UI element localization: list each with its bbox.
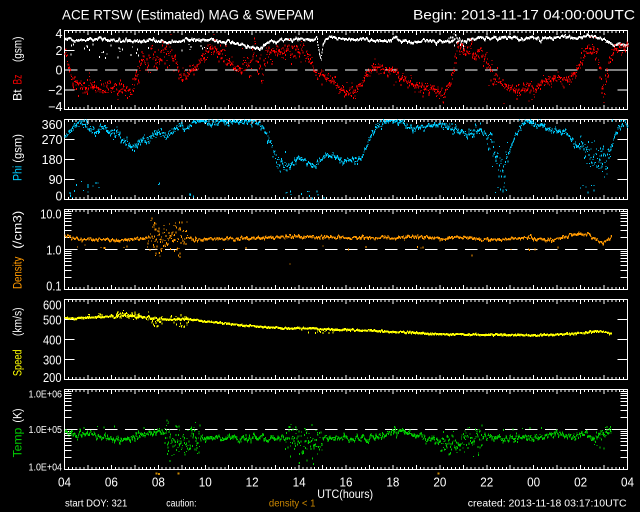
svg-text:18: 18 bbox=[386, 475, 399, 489]
svg-text:04: 04 bbox=[58, 475, 71, 489]
svg-text:1.0: 1.0 bbox=[46, 243, 61, 257]
svg-text:(gsm): (gsm) bbox=[12, 36, 24, 62]
svg-text:Density: Density bbox=[12, 257, 24, 289]
svg-text:400: 400 bbox=[43, 333, 62, 347]
svg-text:4: 4 bbox=[56, 27, 63, 41]
svg-text:Temp: Temp bbox=[12, 428, 24, 458]
svg-text:1.0E+05: 1.0E+05 bbox=[29, 425, 63, 436]
svg-text:−4: −4 bbox=[48, 100, 62, 114]
svg-text:14: 14 bbox=[293, 475, 306, 489]
svg-text:10: 10 bbox=[199, 475, 212, 489]
svg-text:20: 20 bbox=[433, 475, 446, 489]
svg-text:10.0: 10.0 bbox=[40, 207, 61, 221]
svg-text:created: 2013-11-18 03:17:10UT: created: 2013-11-18 03:17:10UTC bbox=[468, 499, 627, 510]
svg-text:300: 300 bbox=[43, 353, 62, 367]
svg-text:12: 12 bbox=[246, 475, 259, 489]
svg-text:200: 200 bbox=[43, 371, 62, 385]
svg-text:90: 90 bbox=[49, 173, 63, 187]
svg-text:(gsm): (gsm) bbox=[12, 134, 24, 163]
svg-text:06: 06 bbox=[105, 475, 118, 489]
svg-text:−2: −2 bbox=[48, 83, 62, 97]
svg-text:08: 08 bbox=[152, 475, 165, 489]
svg-text:Bz: Bz bbox=[12, 75, 24, 85]
svg-text:(/cm3): (/cm3) bbox=[12, 211, 24, 249]
svg-text:04: 04 bbox=[621, 475, 634, 489]
svg-text:1.0E+04: 1.0E+04 bbox=[29, 463, 63, 474]
svg-text:(km/s): (km/s) bbox=[12, 307, 24, 336]
svg-text:00: 00 bbox=[527, 475, 540, 489]
svg-text:Begin: 2013-11-17 04:00:00UTC: Begin: 2013-11-17 04:00:00UTC bbox=[413, 8, 635, 23]
svg-text:600: 600 bbox=[43, 298, 62, 312]
svg-text:start DOY: 321: start DOY: 321 bbox=[65, 498, 128, 509]
svg-text:UTC(hours): UTC(hours) bbox=[317, 487, 373, 501]
svg-text:Bt: Bt bbox=[12, 88, 24, 101]
svg-text:02: 02 bbox=[574, 475, 587, 489]
svg-text:16: 16 bbox=[340, 475, 353, 489]
svg-text:Phi: Phi bbox=[12, 166, 24, 181]
svg-text:22: 22 bbox=[480, 475, 493, 489]
svg-text:0.1: 0.1 bbox=[46, 280, 61, 294]
svg-text:0: 0 bbox=[56, 190, 63, 204]
svg-text:270: 270 bbox=[42, 133, 63, 147]
svg-text:2: 2 bbox=[56, 44, 63, 58]
svg-text:(K): (K) bbox=[12, 408, 24, 422]
svg-text:density < 1: density < 1 bbox=[269, 498, 316, 509]
svg-text:180: 180 bbox=[42, 153, 63, 167]
svg-text:0: 0 bbox=[56, 64, 63, 78]
svg-text:caution:: caution: bbox=[166, 498, 196, 509]
svg-text:ACE RTSW (Estimated) MAG & SWE: ACE RTSW (Estimated) MAG & SWEPAM bbox=[62, 8, 314, 23]
svg-text:500: 500 bbox=[43, 313, 62, 327]
svg-text:360: 360 bbox=[42, 118, 63, 132]
svg-text:Speed: Speed bbox=[12, 350, 24, 377]
svg-text:1.0E+06: 1.0E+06 bbox=[29, 390, 63, 401]
